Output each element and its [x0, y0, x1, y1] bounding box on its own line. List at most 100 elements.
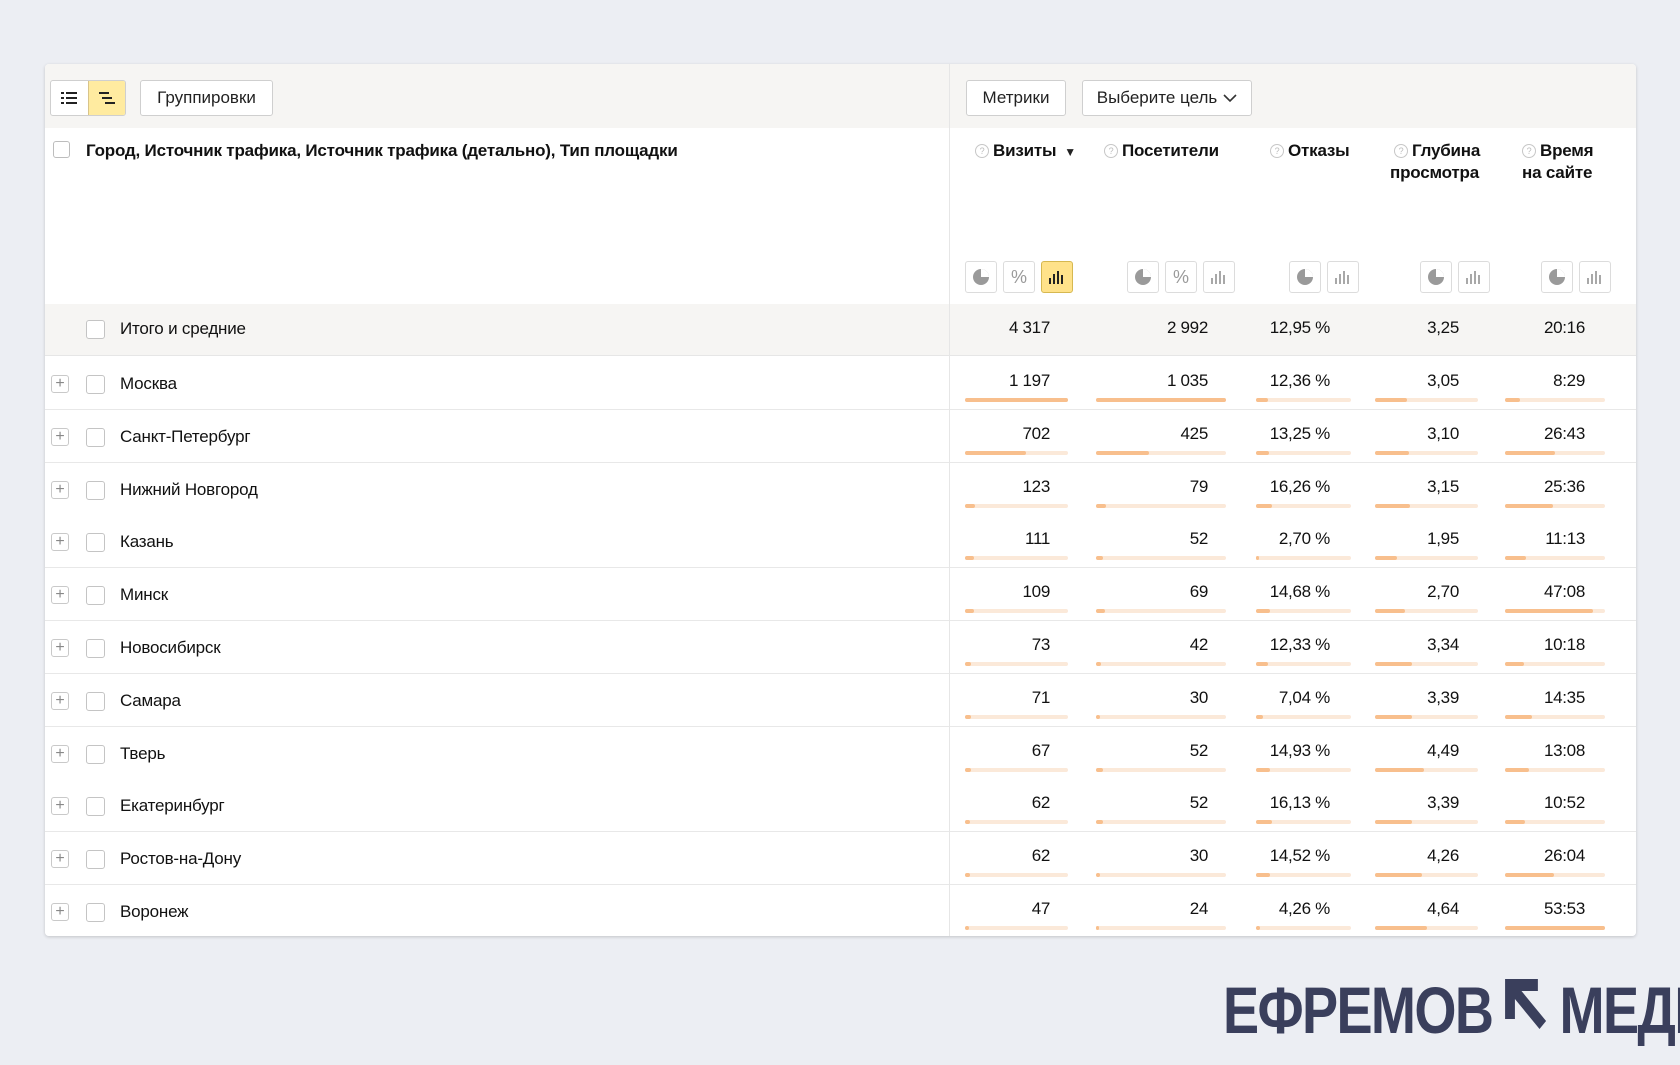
cell-bar-fill	[1096, 503, 1107, 508]
total-row-checkbox[interactable]	[86, 320, 105, 339]
row-checkbox[interactable]	[86, 427, 105, 447]
pie-chart-mode-button[interactable]	[1420, 261, 1452, 293]
bar-chart-mode-button[interactable]	[1203, 261, 1235, 293]
cell-bar-fill	[1375, 609, 1405, 614]
table-row[interactable]: + Новосибирск 73 42 12,33 % 3,34 10:18	[45, 621, 1636, 674]
row-checkbox[interactable]	[86, 850, 105, 870]
cell-bar-track	[1256, 609, 1351, 614]
goal-select[interactable]: Выберите цель	[1082, 80, 1252, 116]
table-row[interactable]: + Тверь 67 52 14,93 % 4,49 13:08	[45, 726, 1636, 780]
sort-desc-icon[interactable]: ▼	[1064, 145, 1076, 159]
metrics-button[interactable]: Метрики	[966, 80, 1066, 116]
pie-chart-mode-button[interactable]	[1127, 261, 1159, 293]
cell-value: 24	[1189, 899, 1209, 918]
table-row[interactable]: + Самара 71 30 7,04 % 3,39 14:35	[45, 673, 1636, 727]
report-table-panel: Группировки Метрики Выберите цель Город,…	[45, 64, 1636, 936]
cell-value: 14,68 %	[1269, 582, 1331, 602]
table-row[interactable]: + Минск 109 69 14,68 % 2,70 47:08	[45, 568, 1636, 622]
expand-row-icon[interactable]: +	[51, 850, 69, 869]
expand-row-icon[interactable]: +	[51, 375, 69, 393]
cell-bar-track	[1256, 503, 1351, 508]
cell-value: 16,13 %	[1269, 793, 1331, 813]
expand-row-icon[interactable]: +	[51, 480, 69, 499]
cell-bar-fill	[965, 662, 972, 666]
cell-bar-track	[1096, 662, 1226, 666]
metric-header-5[interactable]: ? Время на сайте	[1522, 140, 1594, 184]
row-checkbox[interactable]	[86, 533, 105, 553]
pie-chart-mode-button[interactable]	[1289, 261, 1321, 293]
tree-icon	[98, 92, 115, 104]
row-checkbox[interactable]	[86, 691, 105, 711]
table-row[interactable]: + Санкт-Петербург 702 425 13,25 % 3,10 26:43	[45, 409, 1636, 463]
goal-select-label: Выберите цель	[1096, 88, 1218, 107]
expand-row-icon[interactable]: +	[51, 691, 69, 710]
metric-header-2[interactable]: ? Посетители	[1104, 140, 1219, 162]
cell-value: 42	[1189, 635, 1209, 654]
pie-chart-mode-button[interactable]	[965, 261, 997, 293]
cell-value: 71	[1031, 687, 1051, 707]
cell-bar-track	[1096, 556, 1226, 561]
cell-bar-track	[1256, 767, 1351, 772]
expand-row-icon[interactable]: +	[51, 903, 69, 921]
table-row[interactable]: + Нижний Новгород 123 79 16,26 % 3,15 25:36	[45, 462, 1636, 516]
row-checkbox[interactable]	[86, 480, 105, 500]
cell-bar-track	[1375, 873, 1478, 878]
cell-value: 13:08	[1543, 740, 1585, 760]
cell-bar-fill	[965, 398, 1068, 402]
expand-row-icon[interactable]: +	[51, 427, 69, 446]
row-checkbox[interactable]	[86, 375, 105, 394]
tree-view-button[interactable]	[87, 81, 125, 115]
help-icon[interactable]: ?	[1270, 144, 1284, 158]
row-checkbox[interactable]	[86, 903, 105, 922]
bar-chart-mode-button[interactable]	[1579, 261, 1611, 293]
cell-value: 25:36	[1543, 476, 1585, 496]
percent-mode-button[interactable]: %	[1165, 261, 1197, 293]
table-row[interactable]: + Воронеж 47 24 4,26 % 4,64 53:53	[45, 885, 1636, 936]
bar-chart-mode-button[interactable]	[1041, 261, 1073, 293]
expand-row-icon[interactable]: +	[51, 744, 69, 763]
bar-chart-mode-button[interactable]	[1327, 261, 1359, 293]
bar-chart-icon	[1465, 270, 1483, 284]
metric-header-3[interactable]: ? Отказы	[1270, 140, 1350, 162]
help-icon[interactable]: ?	[1394, 144, 1408, 158]
cell-bar-track	[965, 926, 1068, 930]
cell-bar-fill	[1375, 926, 1427, 930]
row-checkbox[interactable]	[86, 744, 105, 764]
cell-value: 30	[1189, 687, 1209, 707]
cell-value: 69	[1189, 582, 1209, 602]
table-row[interactable]: + Ростов-на-Дону 62 30 14,52 % 4,26 26:04	[45, 832, 1636, 886]
cell-bar-track	[1505, 556, 1605, 561]
groupings-button[interactable]: Группировки	[140, 80, 273, 116]
expand-row-icon[interactable]: +	[51, 533, 69, 552]
percent-icon: %	[1010, 266, 1027, 287]
row-checkbox[interactable]	[86, 797, 105, 817]
cell-bar-track	[1375, 714, 1478, 719]
list-view-button[interactable]	[51, 81, 88, 115]
cell-bar-track	[1096, 767, 1226, 772]
report-toolbar: Группировки Метрики Выберите цель	[45, 64, 1636, 128]
cell-bar-fill	[1505, 662, 1524, 666]
table-row[interactable]: + Екатеринбург 62 52 16,13 % 3,39 10:52	[45, 779, 1636, 833]
metric-header-1[interactable]: ? Визиты ▼	[975, 140, 1076, 163]
cell-value: 3,34	[1427, 635, 1459, 654]
percent-mode-button[interactable]: %	[1003, 261, 1035, 293]
metric-header-4[interactable]: ? Глубина просмотра	[1390, 140, 1480, 184]
table-row[interactable]: + Москва 1 197 1 035 12,36 % 3,05 8:29	[45, 357, 1636, 410]
expand-row-icon[interactable]: +	[51, 797, 69, 816]
cell-bar-track	[1375, 450, 1478, 455]
cell-value: 10:52	[1543, 793, 1585, 813]
cell-value: 67	[1031, 740, 1051, 760]
expand-row-icon[interactable]: +	[51, 586, 69, 605]
metric-header-label: Время	[1540, 141, 1594, 160]
select-all-checkbox[interactable]	[53, 141, 70, 158]
bar-chart-mode-button[interactable]	[1458, 261, 1490, 293]
table-row[interactable]: + Казань 111 52 2,70 % 1,95 11:13	[45, 515, 1636, 569]
pie-chart-mode-button[interactable]	[1541, 261, 1573, 293]
cell-bar-track	[1505, 398, 1605, 402]
row-checkbox[interactable]	[86, 639, 105, 658]
expand-row-icon[interactable]: +	[51, 639, 69, 657]
row-checkbox[interactable]	[86, 586, 105, 606]
help-icon[interactable]: ?	[1104, 144, 1118, 158]
help-icon[interactable]: ?	[1522, 144, 1536, 158]
help-icon[interactable]: ?	[975, 144, 989, 158]
